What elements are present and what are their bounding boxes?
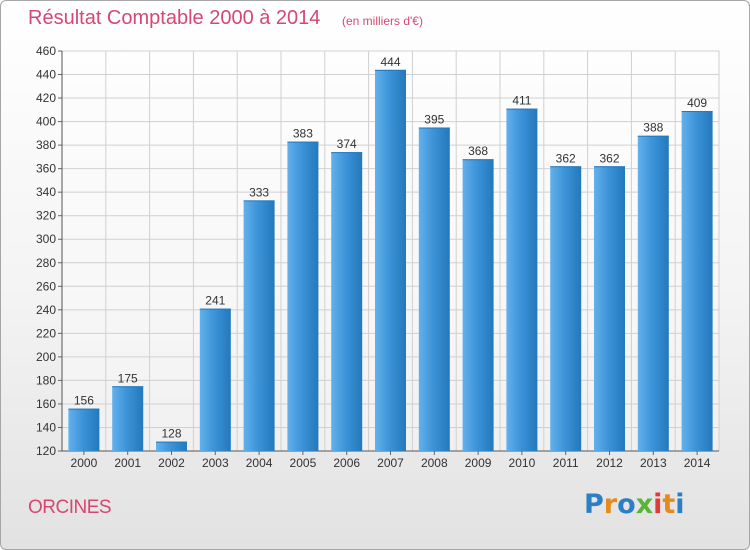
x-tick-label: 2014 (684, 456, 711, 470)
logo-letter: r (603, 489, 618, 520)
bar-value-label: 175 (118, 371, 138, 385)
bar-value-label: 374 (337, 137, 357, 151)
x-tick-label: 2001 (114, 456, 141, 470)
x-tick-label: 2007 (377, 456, 404, 470)
chart-subtitle: (en milliers d'€) (342, 14, 423, 28)
bar (287, 141, 319, 451)
bar (375, 69, 406, 451)
x-tick-label: 2000 (71, 456, 98, 470)
y-tick-label: 440 (36, 68, 56, 82)
bar (418, 127, 450, 452)
bar (112, 386, 144, 451)
bar (506, 108, 538, 451)
y-tick-label: 220 (36, 326, 56, 340)
bar (594, 166, 625, 451)
proxiti-logo: Proxiti (584, 489, 685, 520)
bar-value-label: 128 (161, 427, 181, 441)
y-tick-label: 320 (36, 209, 56, 223)
y-tick-label: 400 (36, 115, 56, 129)
bar (681, 111, 713, 451)
y-tick-label: 280 (36, 256, 56, 270)
y-tick-label: 460 (36, 44, 56, 58)
bar (243, 200, 275, 451)
logo-letter: x (635, 489, 654, 520)
chart-title: Résultat Comptable 2000 à 2014 (28, 7, 321, 29)
bar-value-label: 383 (293, 127, 313, 141)
x-tick-label: 2005 (290, 456, 317, 470)
logo-letter: P (584, 489, 604, 520)
bar-value-label: 388 (643, 121, 663, 135)
y-tick-label: 160 (36, 397, 56, 411)
logo-letter: i (653, 489, 663, 520)
x-tick-label: 2010 (509, 456, 536, 470)
y-tick-label: 380 (36, 138, 56, 152)
bars (68, 69, 713, 452)
x-tick-label: 2012 (596, 456, 623, 470)
x-tick-label: 2003 (202, 456, 229, 470)
logo-letter: i (675, 489, 685, 520)
bar (156, 441, 187, 451)
bar-value-label: 362 (556, 151, 576, 165)
bar (199, 308, 231, 451)
y-tick-label: 180 (36, 373, 56, 387)
x-tick-label: 2006 (333, 456, 360, 470)
bar-value-label: 444 (380, 55, 400, 69)
bar-value-label: 395 (424, 112, 444, 126)
x-tick-label: 2008 (421, 456, 448, 470)
y-tick-label: 260 (36, 279, 56, 293)
y-tick-label: 360 (36, 162, 56, 176)
y-tick-label: 120 (36, 444, 56, 458)
x-tick-label: 2004 (246, 456, 273, 470)
bar-value-label: 362 (599, 151, 619, 165)
logo-letter: o (617, 489, 636, 520)
bar-value-label: 156 (74, 394, 94, 408)
bar-value-label: 368 (468, 144, 488, 158)
y-tick-label: 140 (36, 420, 56, 434)
x-tick-label: 2002 (158, 456, 185, 470)
bar (331, 152, 363, 452)
logo-letter: t (662, 489, 676, 520)
labels: 120 140 160 180 200 220 240 260 280 300 320 340 360 3… (36, 44, 711, 470)
bar (637, 135, 669, 452)
bar-value-label: 409 (687, 96, 707, 110)
bar-value-label: 333 (249, 185, 269, 199)
bar (550, 166, 582, 451)
bar (68, 408, 100, 451)
x-tick-label: 2009 (465, 456, 492, 470)
y-tick-label: 340 (36, 185, 56, 199)
bar-value-label: 241 (205, 294, 225, 308)
y-tick-label: 420 (36, 91, 56, 105)
y-tick-label: 240 (36, 303, 56, 317)
bar-value-label: 411 (512, 94, 531, 108)
bar (462, 159, 494, 451)
commune-name: ORCINES (28, 497, 112, 518)
x-tick-label: 2013 (640, 456, 667, 470)
y-tick-label: 300 (36, 232, 56, 246)
x-tick-label: 2011 (553, 456, 579, 470)
y-tick-label: 200 (36, 350, 56, 364)
